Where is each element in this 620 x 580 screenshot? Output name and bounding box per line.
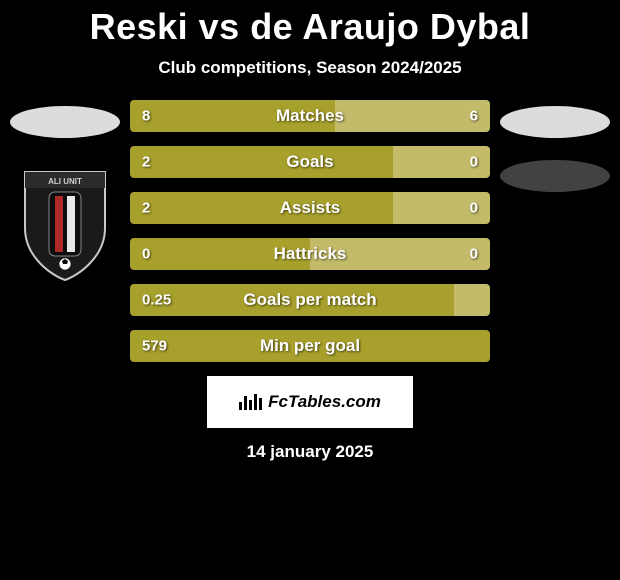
svg-text:ALI UNIT: ALI UNIT (48, 177, 82, 186)
stat-value-left: 2 (142, 154, 150, 171)
stat-bar-left (130, 146, 393, 178)
watermark-text: FcTables.com (268, 392, 381, 412)
stat-value-left: 8 (142, 108, 150, 125)
player-photo-left (10, 106, 120, 138)
watermark-badge: FcTables.com (207, 376, 413, 428)
stat-value-left: 579 (142, 338, 167, 355)
stat-bar-right (335, 100, 490, 132)
stat-row-matches: 8 Matches 6 (130, 100, 490, 132)
stat-value-right: 6 (470, 108, 478, 125)
stat-row-min-per-goal: 579 Min per goal (130, 330, 490, 362)
date-text: 14 january 2025 (130, 442, 490, 462)
chart-icon (239, 394, 262, 410)
stat-bar-left (130, 192, 393, 224)
stat-value-left: 0.25 (142, 292, 171, 309)
club-crest-right (500, 160, 610, 192)
stat-row-goals: 2 Goals 0 (130, 146, 490, 178)
stats-column: 8 Matches 6 2 Goals 0 2 Assists 0 0 Hattricks 0 0.25… (130, 100, 490, 462)
player-photo-right (500, 106, 610, 138)
comparison-body: ALI UNIT 8 Matches 6 2 Goals 0 2 Assists 0 0 Hattr… (0, 100, 620, 462)
stat-row-goals-per-match: 0.25 Goals per match (130, 284, 490, 316)
left-player-col: ALI UNIT (0, 100, 130, 462)
club-crest-left: ALI UNIT (17, 168, 113, 282)
right-player-col (490, 100, 620, 462)
stat-label: Goals (286, 152, 333, 172)
stat-row-hattricks: 0 Hattricks 0 (130, 238, 490, 270)
stat-value-right: 0 (470, 246, 478, 263)
stat-value-left: 0 (142, 246, 150, 263)
stat-row-assists: 2 Assists 0 (130, 192, 490, 224)
stat-label: Hattricks (274, 244, 347, 264)
stat-label: Assists (280, 198, 340, 218)
stat-label: Goals per match (243, 290, 376, 310)
stat-value-right: 0 (470, 200, 478, 217)
subtitle: Club competitions, Season 2024/2025 (0, 58, 620, 78)
stat-bar-right (454, 284, 490, 316)
stat-label: Min per goal (260, 336, 360, 356)
stat-value-left: 2 (142, 200, 150, 217)
stat-value-right: 0 (470, 154, 478, 171)
stat-label: Matches (276, 106, 344, 126)
page-title: Reski vs de Araujo Dybal (0, 0, 620, 48)
